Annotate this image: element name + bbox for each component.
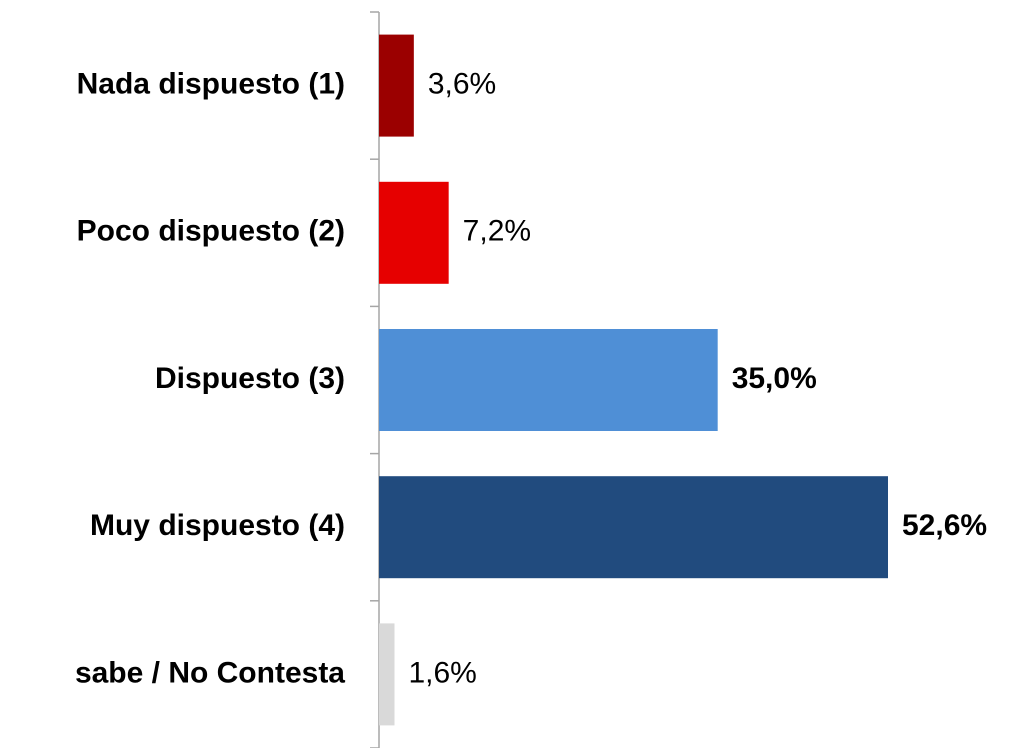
category-label: Nada dispuesto (1) [77, 68, 345, 101]
category-label: Dispuesto (3) [155, 362, 345, 395]
value-label: 52,6% [902, 509, 987, 542]
bar [379, 476, 888, 579]
value-label: 35,0% [732, 362, 817, 395]
category-label: sabe / No Contesta [75, 656, 345, 689]
bar [379, 181, 449, 284]
value-label: 3,6% [428, 68, 496, 101]
bar [379, 34, 414, 137]
value-label: 1,6% [408, 656, 476, 689]
category-label: Poco dispuesto (2) [77, 215, 345, 248]
category-label: Muy dispuesto (4) [90, 509, 345, 542]
bar [379, 623, 395, 726]
bar [379, 329, 718, 431]
value-label: 7,2% [463, 215, 531, 248]
